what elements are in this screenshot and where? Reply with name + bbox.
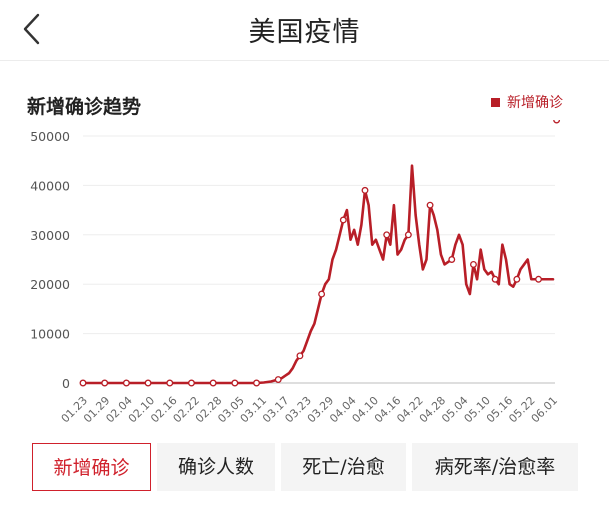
data-point [101,379,109,387]
data-point [122,379,130,387]
data-point [491,275,499,283]
header: 美国疫情 [0,0,609,58]
page-title: 美国疫情 [248,17,361,48]
data-point [274,376,282,383]
data-point [426,201,434,209]
y-tick-label: 50000 [30,129,70,144]
data-point [253,379,260,387]
y-tick-label: 10000 [30,327,70,342]
data-point [339,216,347,224]
data-point [318,290,326,298]
data-point [448,256,456,263]
data-point [513,275,521,283]
chart-legend: 新增确诊 [491,92,563,112]
data-point [231,379,239,387]
data-point [404,231,412,239]
y-tick-label: 30000 [30,228,70,243]
header-divider [0,60,609,61]
legend-label: 新增确诊 [507,95,563,111]
y-tick-label: 40000 [30,178,70,193]
back-button[interactable] [18,12,46,46]
data-point [470,260,477,268]
data-point [79,379,87,387]
y-tick-label: 0 [62,376,70,391]
data-point [296,352,304,360]
data-point [361,186,369,194]
data-point [166,379,174,387]
x-tick-label: 06.01 [529,394,560,425]
series-line-new-cases [81,164,555,385]
line-chart: 5000040000300002000010000001.2301.2902.0… [30,120,561,425]
tab-new-cases[interactable]: 新增确诊 [32,443,151,491]
data-point [383,231,391,239]
data-point [209,379,217,387]
legend-swatch [491,97,500,107]
y-tick-label: 20000 [30,277,70,292]
chevron-left-icon [23,13,40,45]
tab-bar: 新增确诊 确诊人数 死亡/治愈 病死率/治愈率 [0,443,609,493]
data-point [144,379,152,387]
tab-deaths-recovered[interactable]: 死亡/治愈 [281,443,406,491]
data-point [535,275,542,283]
data-point [188,379,195,387]
tab-total-cases[interactable]: 确诊人数 [157,443,275,491]
data-point [553,120,561,124]
section-title: 新增确诊趋势 [27,96,142,118]
tab-rates[interactable]: 病死率/治愈率 [412,443,578,491]
